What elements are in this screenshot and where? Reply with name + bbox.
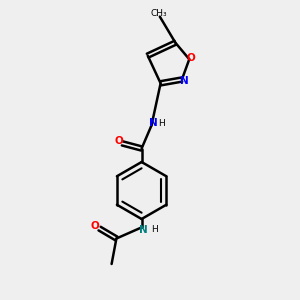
Text: CH₃: CH₃: [150, 8, 166, 17]
Text: H: H: [151, 225, 158, 234]
Text: N: N: [148, 118, 158, 128]
Text: O: O: [186, 53, 195, 63]
Text: N: N: [180, 76, 189, 86]
Text: O: O: [91, 221, 100, 231]
Text: H: H: [158, 118, 164, 127]
Text: N: N: [139, 225, 148, 235]
Text: O: O: [114, 136, 123, 146]
